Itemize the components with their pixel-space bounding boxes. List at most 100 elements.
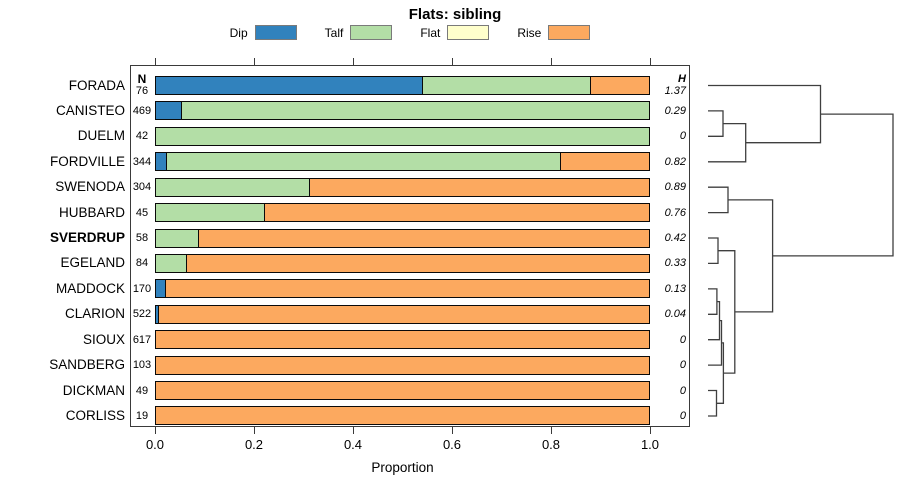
bar-segment-rise bbox=[164, 280, 649, 298]
row-bar bbox=[155, 304, 650, 324]
row-bar bbox=[155, 228, 650, 248]
x-tick-label: 0.6 bbox=[442, 437, 462, 452]
row-h-value: 0.04 bbox=[664, 308, 686, 321]
x-tick bbox=[254, 427, 255, 434]
x-tick-top bbox=[254, 58, 255, 65]
row-h-value: 0.89 bbox=[664, 181, 686, 194]
row-label: HUBBARD bbox=[58, 204, 125, 220]
dendrogram-path bbox=[708, 84, 894, 417]
row-h-value: 0.42 bbox=[664, 232, 686, 245]
legend-item: Talf bbox=[325, 25, 393, 40]
bar-segment-talf bbox=[156, 254, 186, 272]
x-tick-top bbox=[353, 58, 354, 65]
row-label: MADDOCK bbox=[55, 280, 125, 296]
legend-swatch bbox=[548, 25, 591, 40]
bar-segment-rise bbox=[156, 382, 649, 400]
row-n-value: 84 bbox=[135, 257, 149, 270]
row-n-number: 76 bbox=[135, 84, 149, 97]
row-bar bbox=[155, 253, 650, 273]
x-tick-top bbox=[551, 58, 552, 65]
row-h-value: 0 bbox=[679, 384, 686, 397]
x-tick bbox=[155, 427, 156, 434]
row-n-value: 170 bbox=[132, 282, 152, 295]
x-tick bbox=[650, 427, 651, 434]
bar-segment-dip bbox=[156, 153, 166, 171]
bar-segment-dip bbox=[156, 280, 165, 298]
bar-segment-rise bbox=[197, 229, 649, 247]
legend-label: Talf bbox=[324, 25, 344, 40]
legend-label: Rise bbox=[517, 25, 542, 40]
x-tick-top bbox=[650, 58, 651, 65]
row-bar bbox=[155, 203, 650, 223]
row-bar bbox=[155, 126, 650, 146]
bar-segment-talf bbox=[156, 127, 649, 145]
x-tick bbox=[551, 427, 552, 434]
bar-segment-talf bbox=[156, 204, 265, 222]
bar-segment-dip bbox=[156, 305, 158, 323]
bar-segment-rise bbox=[156, 331, 649, 349]
bar-segment-rise bbox=[185, 254, 649, 272]
row-h-value: 0.33 bbox=[664, 257, 686, 270]
legend-item: Dip bbox=[230, 25, 297, 40]
row-bar bbox=[155, 152, 650, 172]
row-n-value: 522 bbox=[132, 308, 152, 321]
row-n-value: 58 bbox=[135, 232, 149, 245]
row-h-value: 0 bbox=[679, 333, 686, 346]
row-label: EGELAND bbox=[60, 255, 125, 271]
row-label: CANISTEO bbox=[55, 102, 125, 118]
row-n-value: 617 bbox=[132, 333, 152, 346]
row-h-number: 1.37 bbox=[664, 84, 686, 97]
bar-segment-rise bbox=[589, 77, 649, 94]
chart-title: Flats: sibling bbox=[408, 6, 502, 23]
bar-segment-dip bbox=[156, 102, 181, 120]
plot-area bbox=[130, 65, 690, 427]
row-label: CLARION bbox=[64, 306, 125, 322]
row-bar bbox=[155, 177, 650, 197]
row-label: CORLISS bbox=[65, 407, 125, 423]
bar-segment-rise bbox=[308, 178, 649, 196]
legend-item: Flat bbox=[420, 25, 490, 40]
row-h-value: 0 bbox=[679, 359, 686, 372]
x-tick-top bbox=[155, 58, 156, 65]
legend-swatch bbox=[350, 25, 393, 40]
bar-segment-dip bbox=[156, 77, 423, 94]
n-column-header: N bbox=[137, 71, 147, 86]
row-label: DUELM bbox=[77, 128, 125, 144]
dendrogram bbox=[708, 84, 894, 417]
row-label: SWENODA bbox=[55, 179, 125, 195]
row-bar bbox=[155, 381, 650, 401]
row-bar bbox=[155, 406, 650, 426]
x-axis-title: Proportion bbox=[371, 460, 434, 475]
x-tick-label: 0.0 bbox=[145, 437, 165, 452]
h-column-header: H bbox=[678, 72, 686, 85]
row-label: SANDBERG bbox=[49, 357, 125, 373]
bar-segment-rise bbox=[157, 305, 649, 323]
x-tick-label: 0.8 bbox=[541, 437, 561, 452]
x-tick-label: 0.4 bbox=[343, 437, 363, 452]
row-bar bbox=[155, 101, 650, 121]
row-h-value: 0.82 bbox=[664, 155, 686, 168]
row-n-value: N 76 bbox=[130, 73, 154, 97]
x-tick-label: 1.0 bbox=[640, 437, 660, 452]
legend-item: Rise bbox=[517, 25, 591, 40]
legend: Dip Talf Flat Rise bbox=[130, 25, 690, 40]
bar-segment-rise bbox=[264, 204, 649, 222]
row-bar bbox=[155, 76, 650, 95]
row-n-value: 344 bbox=[132, 155, 152, 168]
legend-label: Dip bbox=[229, 25, 248, 40]
row-n-value: 103 bbox=[132, 359, 152, 372]
bar-segment-talf bbox=[165, 153, 561, 171]
row-h-value: H 1.37 bbox=[652, 73, 686, 97]
x-tick-label: 0.2 bbox=[244, 437, 264, 452]
row-bar bbox=[155, 355, 650, 375]
bar-segment-rise bbox=[156, 356, 649, 374]
row-n-value: 19 bbox=[135, 409, 149, 422]
legend-swatch bbox=[447, 25, 490, 40]
row-bar bbox=[155, 279, 650, 299]
row-label: SVERDRUP bbox=[49, 230, 125, 246]
bar-segment-talf bbox=[180, 102, 649, 120]
bar-segment-rise bbox=[156, 407, 649, 425]
row-label: FORADA bbox=[68, 77, 125, 93]
bar-segment-talf bbox=[422, 77, 590, 94]
